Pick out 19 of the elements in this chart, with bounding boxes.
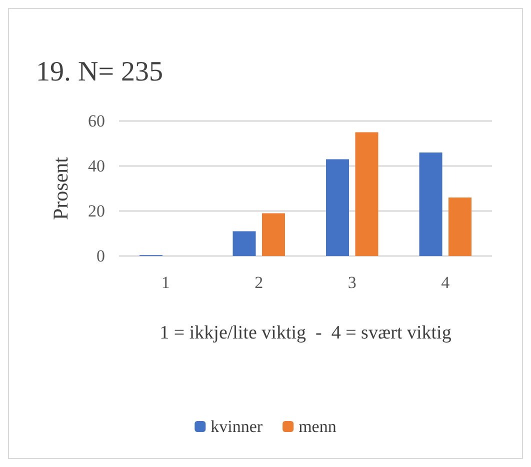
y-tick-label: 40 <box>88 156 105 176</box>
bar <box>232 231 256 256</box>
y-axis-title: Prosent <box>48 156 72 220</box>
bar <box>262 213 285 256</box>
bar <box>419 152 442 256</box>
x-tick-label: 4 <box>441 273 450 292</box>
y-tick-label: 0 <box>96 246 105 266</box>
y-tick-label: 60 <box>88 112 105 130</box>
legend-label: kvinner <box>210 417 263 436</box>
chart-title: 19. N= 235 <box>36 56 164 88</box>
y-tick-label: 20 <box>88 202 105 220</box>
x-axis-title: 1 = ikkje/lite viktig - 4 = svært viktig <box>160 322 452 344</box>
bar <box>326 159 350 256</box>
x-tick-label: 2 <box>254 273 264 292</box>
x-tick-label: 1 <box>161 273 170 292</box>
bar <box>448 198 472 256</box>
x-tick-label: 3 <box>348 273 356 292</box>
legend-label: menn <box>298 417 337 436</box>
bar <box>355 132 378 256</box>
